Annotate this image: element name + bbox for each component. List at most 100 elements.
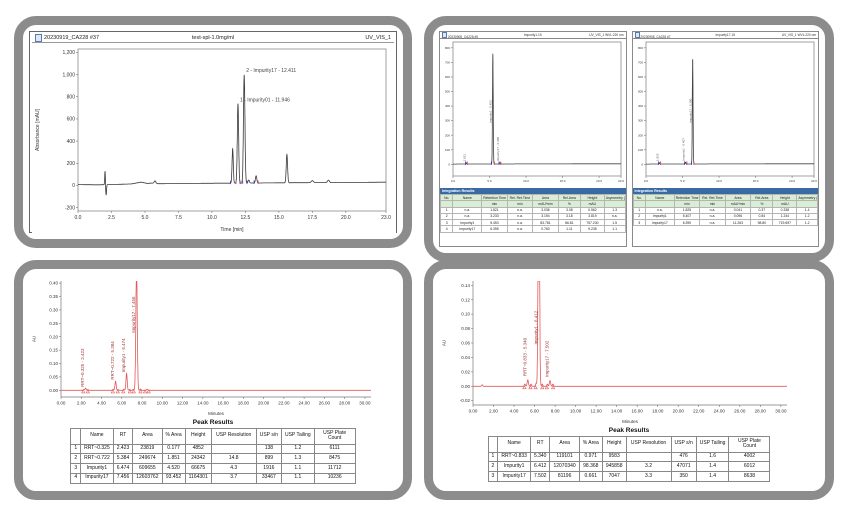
table-cell: Impurity1 [497, 461, 531, 472]
column-header: USP s/n [670, 436, 697, 453]
svg-text:0: 0 [72, 183, 75, 189]
table-cell: n.a. [506, 225, 534, 233]
table-cell: 6.474 [112, 463, 134, 474]
table-cell: 4.520 [161, 463, 186, 474]
table-cell: 2 [487, 461, 499, 472]
table-cell: RRT~0.833 [497, 451, 531, 463]
svg-text:10.00: 10.00 [157, 401, 169, 406]
empower-chromatogram-plot-right: -0.02 0.00 0.02 0.04 0.06 0.08 0.10 0.12 0.14 0.0… [439, 275, 819, 425]
table-cell: 2.423 [112, 443, 134, 455]
table-cell: 4002 [728, 451, 771, 463]
integration-results-grid: No. Name Retention Time Rel. Ret.Time Area Re… [439, 193, 626, 233]
table-cell: 0.760 [532, 225, 559, 233]
svg-text:800: 800 [67, 94, 76, 100]
table-cell: 3.3 [625, 471, 672, 482]
table-cell: 0.661 [578, 471, 603, 482]
svg-text:Impurity1 - 6.474: Impurity1 - 6.474 [121, 338, 126, 372]
svg-text:14.00: 14.00 [197, 401, 209, 406]
table-cell: 3.7 [210, 472, 257, 484]
table-cell [625, 451, 672, 463]
table-cell: 23819 [132, 443, 163, 455]
svg-text:5.0: 5.0 [487, 179, 492, 183]
table-cell: 6012 [728, 461, 771, 472]
table-row: 2 RRT~0.722 5.384 249674 1.851 24342 14.8 899 1.… [70, 453, 356, 464]
table-row: 1 RRT~0.833 5.340 119101 0.971 9583 476 1.6 4002 [487, 451, 771, 463]
table-cell: 12603762 [132, 472, 163, 484]
panel-top-left: 20230919_CA228 #37 test-spl-1.0mg/ml UV_… [14, 16, 412, 248]
table-cell: 3.2 [625, 461, 672, 472]
table-cell: 5.384 [112, 453, 134, 464]
svg-text:0.04: 0.04 [461, 355, 470, 360]
mini-header-1: 20230908_CA228 #5 Impurity1-15 UV_VIS_1 … [440, 31, 626, 39]
svg-text:10.0: 10.0 [716, 179, 722, 183]
table-cell: 3 [487, 471, 499, 482]
svg-text:Impurity1 - 6.412: Impurity1 - 6.412 [533, 310, 538, 344]
integration-results-title: Integration Results [440, 188, 626, 194]
table-cell: 8638 [728, 471, 771, 482]
svg-text:0.25: 0.25 [49, 321, 58, 326]
table-cell: 6.412 [529, 461, 551, 472]
channel-name: UV_VIS_1 WVL:220 nm [589, 33, 624, 37]
svg-text:RRT~0.833 - 5.340: RRT~0.833 - 5.340 [522, 337, 527, 376]
peak-results-left: Peak Results Name RT Area% Area Height USP Re… [29, 419, 397, 484]
svg-text:100: 100 [445, 148, 450, 152]
table-cell: 899 [255, 453, 282, 464]
table-cell: 1.2 [796, 218, 818, 227]
svg-text:RRT~0.325 - 2.423: RRT~0.325 - 2.423 [80, 348, 85, 387]
svg-text:200: 200 [445, 133, 450, 137]
table-cell: 33467 [255, 472, 282, 484]
table-cell: 476 [670, 451, 697, 463]
table-cell: 98.80 [750, 218, 774, 227]
column-header: Height [601, 436, 627, 453]
mini-chromatogram-plot-2: 0 100 200 300 400 500 600 700 800 0.0 5.0 10.0 15.0 2… [632, 39, 819, 186]
svg-text:Impurity1 - 5.407: Impurity1 - 5.407 [681, 138, 685, 161]
table-cell: 81196 [549, 471, 580, 482]
panel-top-right: 20230908_CA228 #5 Impurity1-15 UV_VIS_1 … [424, 16, 834, 262]
svg-text:0.00: 0.00 [469, 409, 478, 414]
svg-text:5.0: 5.0 [141, 215, 148, 221]
svg-text:Impurity17 - 6.395: Impurity17 - 6.395 [496, 137, 500, 162]
table-cell: 1.4 [695, 471, 730, 482]
svg-text:1.825: 1.825 [655, 153, 659, 161]
mini-chromatogram-plot-1: 0 100 200 300 400 500 600 700 800 0.0 5.0 10.0 15.0 2… [440, 39, 626, 186]
table-cell: 12070340 [549, 461, 580, 472]
integration-results-table-2: Integration Results No. Name Retention Time… [632, 188, 818, 227]
svg-text:16.00: 16.00 [632, 409, 644, 414]
table-row: 3 Impurity17 6.390 n.a. 11.263 98.80 719.697 1.… [632, 218, 818, 227]
table-cell: 1.1 [280, 472, 315, 484]
table-cell: 350 [670, 471, 697, 482]
table-row: 2 Impurity1 6.412 12070340 98.368 945858 3.2 47… [487, 461, 771, 472]
svg-text:0.12: 0.12 [461, 297, 470, 302]
table-cell: 66675 [184, 463, 212, 474]
svg-text:0.06: 0.06 [461, 341, 470, 346]
svg-text:0.08: 0.08 [461, 326, 470, 331]
table-cell: 1.1 [280, 463, 315, 474]
svg-text:0.40: 0.40 [49, 281, 58, 286]
svg-text:400: 400 [637, 104, 642, 108]
svg-text:24.00: 24.00 [714, 409, 726, 414]
chromatogram-doc-icon [634, 31, 640, 38]
table-cell: 47071 [670, 461, 697, 472]
peak-results-title: Peak Results [192, 419, 234, 426]
svg-text:20.00: 20.00 [258, 401, 270, 406]
column-header: USP s/n [255, 428, 282, 445]
svg-text:-0.02: -0.02 [460, 398, 471, 403]
svg-text:0.20: 0.20 [49, 334, 58, 339]
table-row: 1 n.a. 1.825 n.a. 0.041 0.37 0.338 1.4 [632, 206, 818, 214]
table-cell: 4 [439, 225, 454, 233]
svg-text:0.10: 0.10 [461, 312, 470, 317]
column-header: USP Plate Count [313, 428, 356, 445]
svg-text:Impurity17 - 6.390: Impurity17 - 6.390 [688, 98, 692, 123]
main-chromatogram-window: 20230919_CA228 #37 test-spl-1.0mg/ml UV_… [29, 31, 397, 233]
svg-text:2.5: 2.5 [108, 215, 115, 221]
svg-text:6.00: 6.00 [530, 409, 539, 414]
svg-text:15.0: 15.0 [560, 179, 566, 183]
svg-text:17.5: 17.5 [307, 215, 317, 221]
table-cell: 5.340 [529, 451, 551, 463]
svg-text:4.00: 4.00 [97, 401, 106, 406]
svg-text:24.00: 24.00 [299, 401, 311, 406]
table-cell: 7.456 [112, 472, 134, 484]
table-cell: 1 [487, 451, 499, 463]
table-cell: 9.235 [579, 225, 605, 233]
table-cell: 93.452 [161, 472, 186, 484]
